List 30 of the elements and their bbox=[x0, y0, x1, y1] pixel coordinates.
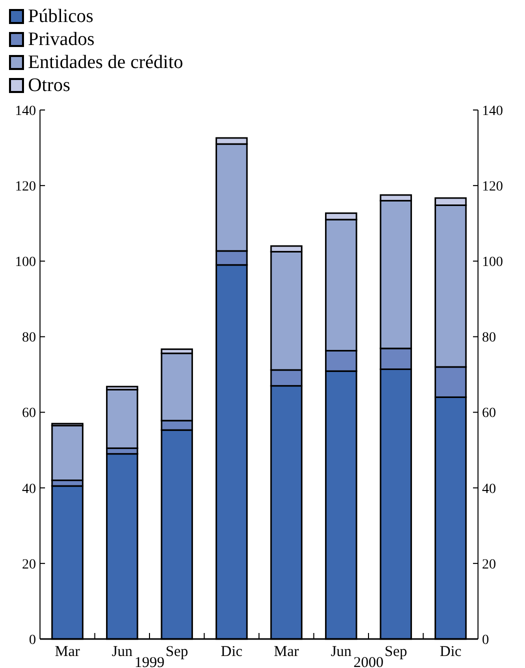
x-tick-label: Sep bbox=[166, 644, 188, 660]
x-tick-label: Dic bbox=[220, 644, 243, 660]
x-tick-label: Mar bbox=[274, 644, 299, 660]
legend-label: Otros bbox=[28, 75, 70, 96]
y-tick-label: 100 bbox=[15, 255, 36, 270]
y2-tick-label: 120 bbox=[482, 179, 503, 194]
y-tick-label: 120 bbox=[15, 179, 36, 194]
y2-tick-label: 100 bbox=[482, 255, 503, 270]
y-tick-label: 140 bbox=[15, 104, 36, 119]
y-tick-label: 40 bbox=[22, 482, 36, 497]
x-tick-label: Jun bbox=[330, 644, 352, 660]
y-tick-label: 80 bbox=[22, 330, 36, 346]
legend-label: Entidades de crédito bbox=[28, 52, 184, 73]
y2-tick-label: 80 bbox=[482, 330, 496, 346]
y2-tick-label: 20 bbox=[482, 557, 496, 572]
x-tick-label: Sep bbox=[384, 644, 408, 660]
y-tick-label: 0 bbox=[29, 632, 36, 648]
text: 2000 bbox=[354, 655, 384, 668]
x-tick-label: Mar bbox=[54, 644, 80, 660]
y2-tick-label: 0 bbox=[482, 632, 489, 648]
legend-label: Privados bbox=[28, 29, 94, 50]
text: 1999 bbox=[134, 655, 164, 668]
y2-tick-label: 140 bbox=[482, 104, 503, 119]
y-tick-label: 20 bbox=[22, 557, 36, 572]
y2-tick-label: 60 bbox=[482, 406, 496, 422]
x-tick-label: Jun bbox=[112, 644, 134, 660]
y2-tick-label: 40 bbox=[482, 482, 496, 497]
x-tick-label: Dic bbox=[440, 644, 462, 660]
legend-label: Públicos bbox=[28, 6, 94, 27]
y-tick-label: 60 bbox=[22, 406, 36, 422]
